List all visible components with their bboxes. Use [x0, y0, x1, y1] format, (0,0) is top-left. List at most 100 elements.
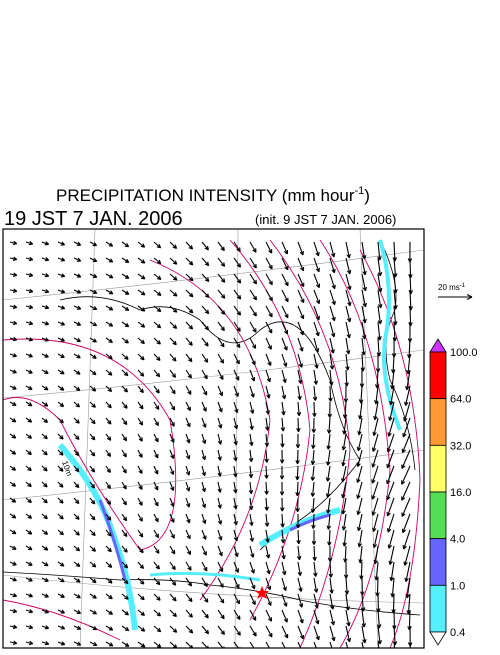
wind-arrow [169, 545, 176, 555]
wind-arrow [295, 465, 300, 481]
wind-arrow [121, 257, 130, 264]
wind-arrow [89, 417, 96, 425]
wind-arrow [389, 385, 395, 406]
wind-arrow [233, 241, 241, 252]
wind-arrow [169, 481, 175, 491]
wind-arrow [265, 369, 271, 383]
wind-arrow [201, 545, 207, 556]
wind-arrow [137, 449, 143, 458]
wind-arrow [25, 369, 33, 374]
wind-arrow [201, 577, 208, 588]
reference-label: 20 ms-1 [438, 283, 466, 292]
wind-arrow [345, 625, 352, 643]
wind-arrow [9, 385, 17, 390]
wind-arrow [185, 289, 194, 298]
wind-arrow [169, 497, 175, 507]
wind-arrow [281, 369, 287, 384]
wind-arrow [356, 433, 363, 452]
wind-arrow [296, 545, 302, 561]
wind-arrow [311, 417, 317, 433]
wind-arrow [249, 641, 257, 648]
wind-arrow [137, 465, 143, 474]
wind-arrow [137, 385, 144, 394]
wind-arrow [57, 561, 65, 567]
wind-arrow [281, 561, 287, 576]
wind-arrow [185, 305, 194, 314]
wind-arrow [169, 385, 176, 395]
wind-arrow [57, 385, 65, 391]
wind-arrow [281, 257, 289, 271]
wind-arrow [217, 241, 225, 252]
wind-arrow [73, 545, 81, 552]
wind-arrow [105, 289, 114, 295]
wind-arrow [281, 353, 288, 367]
wind-arrow [201, 497, 207, 509]
wind-arrow [25, 433, 33, 439]
wind-arrow [313, 353, 319, 369]
wind-arrow [105, 369, 113, 376]
valid-time: 19 JST 7 JAN. 2006 [4, 208, 183, 230]
wind-arrow [249, 545, 255, 558]
wind-arrow [185, 433, 191, 444]
wind-arrow [137, 241, 146, 248]
wind-arrow [233, 497, 238, 510]
wind-arrow [360, 577, 365, 596]
wind-arrow [9, 401, 17, 407]
wind-arrow [105, 449, 112, 457]
wind-arrow [89, 577, 97, 584]
wind-arrow [57, 577, 65, 583]
wind-arrow [297, 625, 305, 640]
wind-arrow [57, 641, 66, 646]
wind-arrow [374, 385, 379, 405]
wind-arrow [217, 385, 224, 397]
wind-arrow [361, 337, 366, 356]
wind-arrow [73, 401, 81, 408]
wind-arrow [73, 321, 82, 326]
wind-arrow [359, 561, 364, 580]
wind-arrow [217, 561, 224, 573]
wind-arrow [233, 449, 238, 462]
wind-arrow [137, 545, 144, 554]
wind-arrow [371, 449, 379, 468]
wind-arrow [153, 273, 162, 281]
wind-arrow [73, 257, 82, 262]
colorbar-label: 16.0 [450, 487, 471, 499]
wind-arrow [401, 481, 411, 501]
wind-arrow [297, 593, 304, 608]
wind-arrow [9, 561, 17, 566]
wind-arrow [89, 289, 98, 294]
wind-arrow [297, 369, 303, 384]
wind-arrow [121, 433, 128, 442]
wind-arrow [89, 337, 97, 343]
wind-arrow [73, 289, 82, 294]
wind-arrow [217, 401, 223, 413]
wind-arrow [371, 481, 379, 500]
wind-arrow [344, 369, 349, 387]
wind-arrow [41, 609, 50, 614]
wind-arrow [89, 593, 97, 599]
wind-arrow [386, 481, 395, 501]
wind-arrow [185, 609, 193, 618]
colorbar-bin [429, 538, 447, 586]
wind-arrow [41, 625, 50, 630]
wind-arrow [25, 624, 34, 630]
wind-arrow [153, 353, 161, 361]
wind-arrow [280, 513, 285, 528]
colorbar-bin [429, 584, 447, 633]
wind-arrow [248, 497, 254, 511]
wind-arrow [9, 529, 17, 535]
wind-arrow [233, 481, 238, 494]
wind-arrow [281, 545, 286, 560]
wind-arrow [73, 561, 81, 568]
colorbar-bin [429, 398, 447, 446]
wind-arrow [402, 529, 411, 550]
wind-arrow [313, 321, 320, 337]
wind-arrow [342, 529, 347, 547]
wind-arrow [217, 337, 225, 348]
wind-arrow [169, 289, 178, 297]
wind-arrow [185, 353, 193, 363]
wind-arrow [249, 385, 255, 398]
wind-arrow [89, 481, 96, 489]
wind-arrow [57, 529, 64, 536]
wind-arrow [310, 465, 316, 481]
